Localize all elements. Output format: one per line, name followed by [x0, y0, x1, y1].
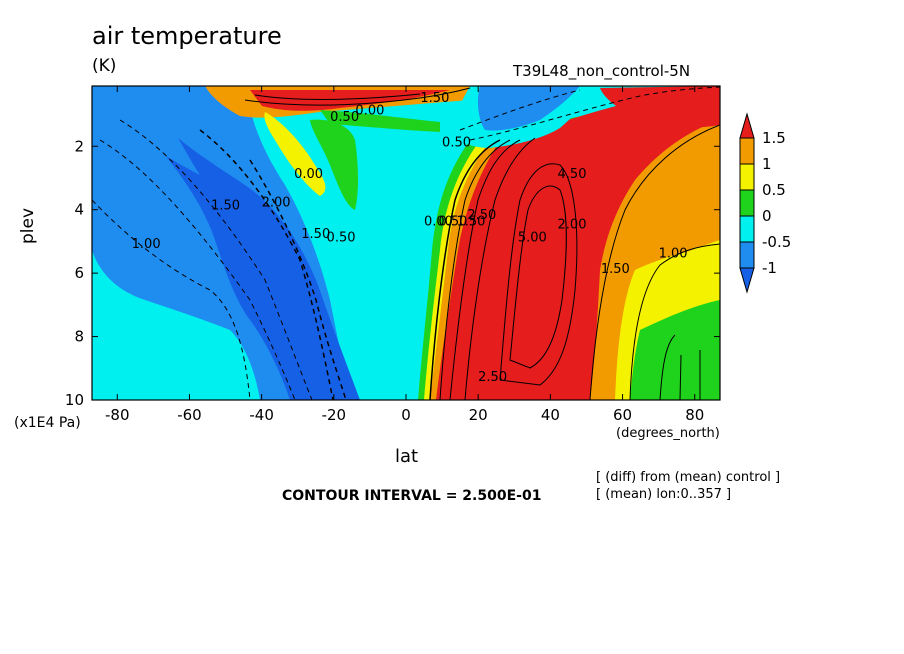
contour-interval: CONTOUR INTERVAL = 2.500E-01: [282, 488, 542, 504]
x-tick-label: 60: [613, 406, 632, 424]
mean-note: [ (mean) lon:0..357 ]: [596, 487, 732, 502]
green-top-strip: [320, 110, 440, 132]
contour-label: 0.00: [355, 104, 384, 119]
x-tick-label: -60: [177, 406, 202, 424]
contour-line: [469, 86, 720, 141]
red-north-core: [436, 88, 720, 400]
colorbar-label: -0.5: [762, 233, 791, 251]
red-top-right: [600, 86, 720, 128]
contour-fill: [92, 86, 720, 400]
colorbar-segment: [739, 137, 755, 165]
red-top-band: [250, 90, 450, 111]
contour-label: 1.50: [601, 262, 630, 277]
contour-line: [629, 243, 720, 400]
colorbar-label: 0.5: [762, 181, 786, 199]
contour-label: 0.00: [424, 215, 453, 230]
contour-label: 2.50: [467, 208, 496, 223]
x-axis-units: (degrees_north): [616, 426, 720, 441]
x-tick-label: 80: [685, 406, 704, 424]
y-tick-label: 8: [74, 328, 84, 346]
y-axis-units: (x1E4 Pa): [14, 415, 81, 431]
contour-line: [249, 159, 347, 400]
colorbar-label: 1.5: [762, 129, 786, 147]
colorbar-segment: [739, 163, 755, 191]
green-north-east: [630, 300, 720, 400]
contour-lines: [92, 86, 720, 400]
colorbar-label: 1: [762, 155, 772, 173]
contour-label: 5.00: [518, 230, 547, 245]
y-tick-label: 6: [74, 264, 84, 282]
x-tick-label: -20: [322, 406, 347, 424]
contour-line: [659, 334, 676, 400]
contour-line: [499, 163, 578, 386]
yellow-tongue: [264, 112, 326, 196]
yellow-north-east: [615, 245, 720, 400]
contour-label: 0.50: [330, 110, 359, 125]
blue-lowpatch: [92, 86, 200, 175]
contour-line: [429, 139, 501, 400]
contour-line: [449, 139, 521, 400]
diff-note: [ (diff) from (mean) control ]: [596, 470, 781, 485]
contour-label: 0.50: [442, 135, 471, 150]
contour-line: [464, 137, 536, 400]
contour-line: [459, 89, 581, 131]
x-tick-label: -40: [249, 406, 274, 424]
x-tick-label: 20: [469, 406, 488, 424]
y-tick-label: 10: [65, 391, 84, 409]
contour-line: [439, 139, 511, 400]
contour-line: [589, 124, 720, 400]
contour-label: 1.00: [659, 246, 688, 261]
y-tick-label: 4: [74, 201, 84, 219]
contour-line: [244, 87, 471, 106]
contour-line: [679, 350, 701, 400]
contour-label: 1.00: [132, 237, 161, 252]
cyan-south-pocket: [92, 280, 235, 400]
contour-label: 0.00: [294, 167, 323, 182]
x-tick-label: 0: [401, 406, 411, 424]
blue-region-dark-south: [160, 120, 360, 400]
chart-title: air temperature: [92, 22, 282, 50]
contour-label: 1.50: [211, 199, 240, 214]
run-label: T39L48_non_control-5N: [513, 62, 691, 80]
x-tick-label: 40: [541, 406, 560, 424]
contour-line: [199, 129, 334, 400]
colorbar-label: -1: [762, 259, 777, 277]
x-tick-label: -80: [105, 406, 130, 424]
contour-line: [509, 185, 567, 369]
contour-label: 1.50: [456, 215, 485, 230]
contour-label: 0.50: [438, 215, 467, 230]
green-tongue: [310, 119, 359, 210]
contour-line: [92, 199, 251, 400]
y-tick-label: 2: [74, 137, 84, 155]
contour-line: [254, 93, 421, 100]
colorbar-label: 0: [762, 207, 772, 225]
colorbar-segment: [739, 189, 755, 217]
colorbar-segment: [739, 215, 755, 243]
chart-units: (K): [92, 56, 117, 76]
contour-label: 4.50: [558, 167, 587, 182]
contour-label: 1.50: [301, 227, 330, 242]
contour-label: 2.00: [558, 218, 587, 233]
colorbar-segment: [739, 241, 755, 269]
contour-label: 1.50: [420, 91, 449, 106]
contour-label: 0.50: [327, 230, 356, 245]
colorbar-top-arrow: [739, 112, 755, 139]
colorbar-bottom-arrow: [739, 267, 755, 294]
x-axis-label: lat: [395, 446, 419, 467]
contour-line: [119, 119, 313, 400]
x-axis: -80 -60 -40 -20 0 20 40 60 80: [105, 86, 704, 424]
contour-label: 2.00: [262, 196, 291, 211]
contour-labels: 1.001.50 2.001.500.500.000.500.001.500.50…: [132, 91, 688, 385]
y-axis: 2 4 6 8 10: [65, 137, 720, 409]
colorbar: 1.5 1 0.5 0 -0.5 -1: [739, 112, 791, 294]
contour-label: 2.50: [478, 370, 507, 385]
